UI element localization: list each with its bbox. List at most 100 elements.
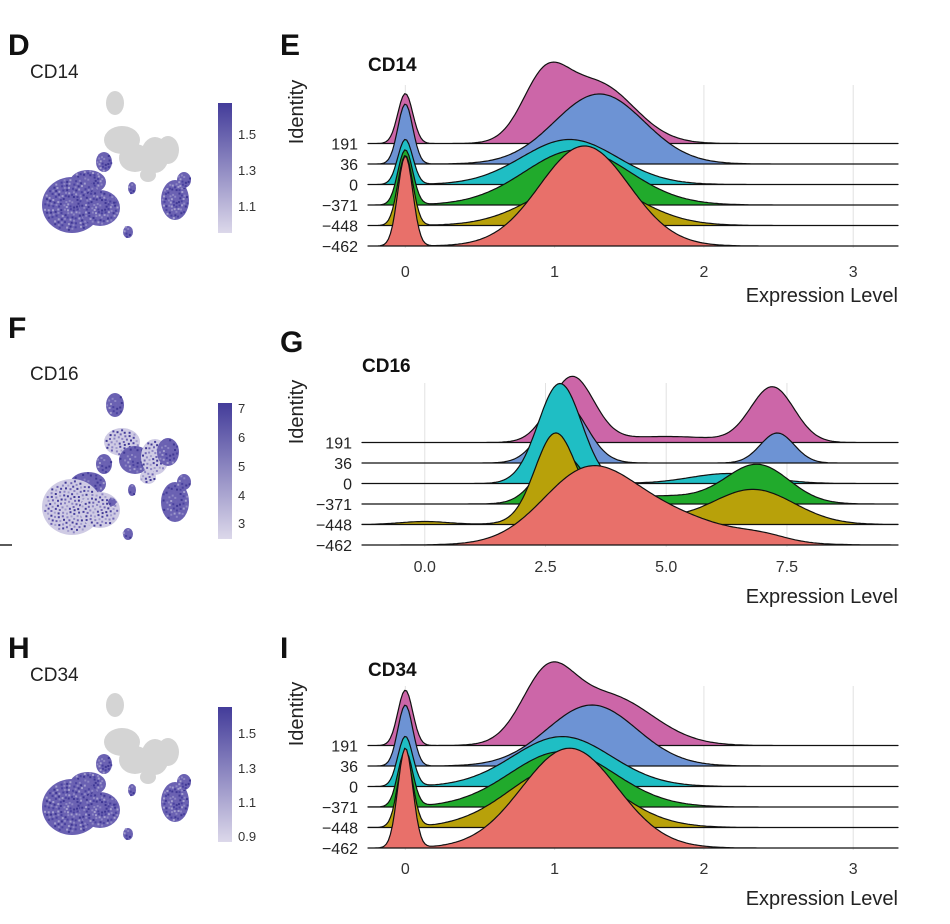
umap-cell-dot <box>82 510 85 513</box>
umap-cell-dot <box>84 790 87 793</box>
umap-cell-dot <box>97 175 100 178</box>
umap-cell-dot <box>69 781 72 784</box>
umap-cell-dot <box>129 536 132 539</box>
umap-cell-dot <box>169 191 172 194</box>
umap-cell-dot <box>112 508 115 510</box>
umap-cell-dot <box>97 823 100 826</box>
panel-row-cd14: D CD14 1.5 1.3 1.1 E 191 36 0 −371 −448 −462 0… <box>8 29 899 307</box>
umap-cell-dot <box>102 165 104 168</box>
umap-cell-dot <box>62 791 65 794</box>
umap-cell-dot <box>129 469 132 471</box>
umap-cell-dot <box>125 438 128 441</box>
umap-cell-dot <box>168 810 171 813</box>
umap-cell-dot <box>61 224 64 227</box>
umap-cell-dot <box>60 498 63 501</box>
umap-cell-dot <box>178 480 181 483</box>
umap-cell-dot <box>80 519 83 522</box>
umap-cell-dot <box>91 214 94 217</box>
ridge-191 <box>361 375 899 444</box>
umap-cell-dot <box>186 778 189 781</box>
umap-cell-dot <box>83 489 86 492</box>
umap-cell-dot <box>84 177 87 180</box>
y-tick-label: 36 <box>334 456 352 473</box>
umap-cell-dot <box>167 793 170 796</box>
umap-cell-dot <box>83 803 86 806</box>
umap-cluster <box>157 738 179 766</box>
umap-cell-dot <box>51 488 54 491</box>
umap-cell-dot <box>80 799 83 802</box>
umap-cell-dot <box>111 397 114 400</box>
umap-cell-dot <box>171 790 174 793</box>
umap-cell-dot <box>99 180 102 183</box>
umap-cell-dot <box>90 806 93 809</box>
umap-cell-dot <box>170 447 173 450</box>
umap-cluster <box>157 136 179 164</box>
umap-cell-dot <box>71 783 74 786</box>
umap-cell-dot <box>62 803 65 806</box>
umap-cell-dot <box>58 205 61 208</box>
umap-cell-dot <box>171 517 174 520</box>
umap-cell-dot <box>109 510 112 513</box>
umap-cell-dot <box>93 786 96 789</box>
umap-cell-dot <box>111 196 114 199</box>
umap-cell-dot <box>87 472 90 475</box>
umap-cell-dot <box>97 810 100 813</box>
ridge-0 <box>367 735 899 788</box>
umap-cell-dot <box>113 816 116 819</box>
umap-cell-dot <box>112 212 115 215</box>
umap-cell-dot <box>71 227 74 230</box>
umap-cell-dot <box>74 803 77 806</box>
umap-cell-dot <box>175 452 178 455</box>
umap-cell-dot <box>80 486 82 489</box>
umap-cell-dot <box>96 203 99 205</box>
umap-cell-dot <box>69 511 72 514</box>
umap-cell-dot <box>131 454 133 456</box>
feature-plot-title-cd16: CD16 <box>30 364 79 385</box>
umap-cell-dot <box>182 507 185 510</box>
umap-cell-dot <box>92 172 94 174</box>
umap-cell-dot <box>106 220 109 223</box>
umap-cell-dot <box>51 505 54 508</box>
umap-cell-dot <box>96 783 99 786</box>
umap-cell-dot <box>90 521 93 524</box>
umap-cell-dot <box>63 810 66 813</box>
umap-cell-dot <box>166 195 169 198</box>
umap-cell-dot <box>97 514 100 517</box>
umap-cell-dot <box>97 779 100 782</box>
umap-cell-dot <box>181 486 184 489</box>
umap-cell-dot <box>78 819 81 822</box>
umap-cell-dot <box>137 452 140 455</box>
umap-cell-dot <box>105 155 108 158</box>
umap-cell-dot <box>73 785 76 788</box>
umap-cell-dot <box>61 192 64 195</box>
umap-cell-dot <box>91 497 93 500</box>
umap-cell-dot <box>132 489 135 491</box>
umap-cell-dot <box>101 520 104 523</box>
umap-cell-dot <box>66 828 69 831</box>
umap-cell-dot <box>79 476 82 479</box>
umap-cell-dot <box>81 806 84 809</box>
umap-cell-dot <box>180 810 182 813</box>
umap-cell-dot <box>177 215 179 218</box>
x-axis-label: Expression Level <box>746 888 898 910</box>
umap-cell-dot <box>102 204 105 207</box>
umap-cell-dot <box>109 200 112 203</box>
umap-cell-dot <box>128 835 131 838</box>
umap-cell-dot <box>83 182 86 185</box>
umap-cell-dot <box>180 200 183 203</box>
umap-cell-dot <box>102 502 105 505</box>
umap-cell-dot <box>48 816 51 819</box>
umap-cell-dot <box>180 194 183 197</box>
umap-cell-dot <box>54 819 57 822</box>
umap-cell-dot <box>70 787 73 789</box>
umap-cell-dot <box>87 178 90 181</box>
umap-cell-dot <box>179 780 182 783</box>
umap-cell-dot <box>172 802 175 805</box>
umap-cell-dot <box>99 487 102 490</box>
umap-cell-dot <box>97 458 99 461</box>
umap-cell-dot <box>58 196 61 199</box>
umap-cell-dot <box>50 820 53 823</box>
umap-cell-dot <box>53 803 56 806</box>
umap-cell-dot <box>105 757 108 760</box>
umap-cell-dot <box>45 796 48 799</box>
